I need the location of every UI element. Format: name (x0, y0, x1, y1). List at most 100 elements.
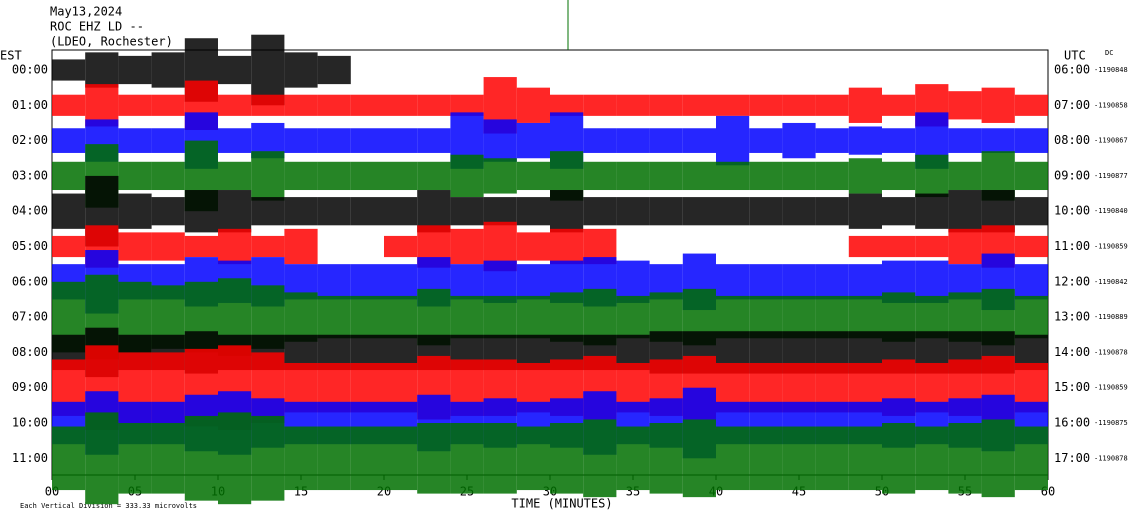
trace-segment (218, 412, 252, 505)
trace-segment (749, 264, 783, 300)
trace-segment (649, 94, 683, 116)
est-label: 09:00 (12, 380, 48, 394)
trace-segment (1014, 264, 1048, 300)
trace-segment (948, 128, 982, 153)
trace-segment (815, 161, 849, 191)
trace-segment (782, 122, 816, 159)
trace-segment (815, 426, 849, 491)
trace-segment (649, 197, 683, 226)
trace-segment (616, 128, 650, 153)
trace-segment (616, 426, 650, 491)
utc-label: 13:00 (1054, 310, 1090, 324)
trace-segment (284, 228, 318, 265)
trace-segment (417, 94, 451, 116)
est-label: 08:00 (12, 345, 48, 359)
trace-segment (52, 426, 86, 491)
trace-segment (284, 292, 318, 342)
trace-segment (649, 128, 683, 153)
trace-segment (151, 197, 185, 226)
trace-segment (516, 295, 550, 339)
trace-segment (317, 94, 351, 116)
trace-segment (716, 161, 750, 191)
utc-label: 08:00 (1054, 133, 1090, 147)
trace-segment (749, 161, 783, 191)
trace-segment (782, 161, 816, 191)
trace-segment (1014, 161, 1048, 191)
trace-segment (948, 423, 982, 494)
trace-segment (882, 423, 916, 494)
trace-segment (915, 235, 949, 258)
trace-segment (317, 55, 351, 85)
utc-label: 06:00 (1054, 63, 1090, 77)
trace-segment (716, 426, 750, 491)
trace-segment (184, 235, 218, 258)
dc-value: -1190867 (1094, 137, 1128, 145)
est-label: 03:00 (12, 168, 48, 182)
trace-segment (317, 128, 351, 153)
scale-note: Each Vertical Division = 333.33 microvol… (20, 502, 197, 510)
trace-segment (284, 197, 318, 226)
trace-segment (716, 197, 750, 226)
trace-segment (782, 426, 816, 491)
trace-segment (384, 161, 418, 191)
trace-segment (516, 264, 550, 300)
dc-value: -1190877 (1094, 172, 1128, 180)
trace-segment (85, 52, 119, 88)
trace-segment (350, 264, 384, 300)
trace-segment (882, 128, 916, 153)
trace-segment (815, 264, 849, 300)
trace-segment (483, 260, 517, 303)
trace-segment (118, 161, 152, 191)
trace-segment (782, 94, 816, 116)
dc-value: -1190848 (1094, 66, 1128, 74)
trace-segment (85, 412, 119, 505)
trace-segment (52, 94, 86, 116)
trace-segment (384, 197, 418, 226)
trace-segment (52, 235, 86, 258)
trace-segment (118, 423, 152, 494)
trace-segment (417, 423, 451, 494)
trace-segment (782, 264, 816, 300)
est-label: 11:00 (12, 451, 48, 465)
trace-segment (350, 128, 384, 153)
trace-segment (350, 295, 384, 339)
trace-segment (118, 55, 152, 85)
trace-segment (550, 228, 584, 265)
trace-segment (550, 423, 584, 494)
trace-segment (749, 197, 783, 226)
trace-segment (218, 128, 252, 153)
utc-label: 07:00 (1054, 98, 1090, 112)
trace-segment (483, 295, 517, 339)
trace-segment (151, 94, 185, 116)
est-label: 05:00 (12, 239, 48, 253)
trace-segment (882, 197, 916, 226)
title-line: (LDEO, Rochester) (50, 35, 173, 49)
trace-segment (350, 197, 384, 226)
trace-segment (450, 154, 484, 198)
trace-segment (516, 426, 550, 491)
trace-segment (682, 128, 716, 153)
trace-segment (384, 235, 418, 258)
trace-segment (550, 190, 584, 233)
trace-segment (583, 128, 617, 153)
trace-segment (1014, 197, 1048, 226)
utc-label: 16:00 (1054, 416, 1090, 430)
trace-segment (317, 426, 351, 491)
trace-segment (384, 128, 418, 153)
trace-segment (682, 197, 716, 226)
trace-segment (815, 94, 849, 116)
trace-segment (218, 190, 252, 233)
trace-segment (251, 34, 285, 106)
trace-segment (317, 197, 351, 226)
trace-segment (151, 423, 185, 494)
trace-segment (583, 94, 617, 116)
trace-segment (483, 158, 517, 194)
trace-segment (52, 161, 86, 191)
est-label: 06:00 (12, 274, 48, 288)
trace-segment (450, 197, 484, 226)
trace-segment (384, 264, 418, 300)
trace-segment (583, 197, 617, 226)
trace-segment (716, 115, 750, 166)
dc-value: -1190878 (1094, 454, 1128, 462)
trace-segment (151, 52, 185, 88)
